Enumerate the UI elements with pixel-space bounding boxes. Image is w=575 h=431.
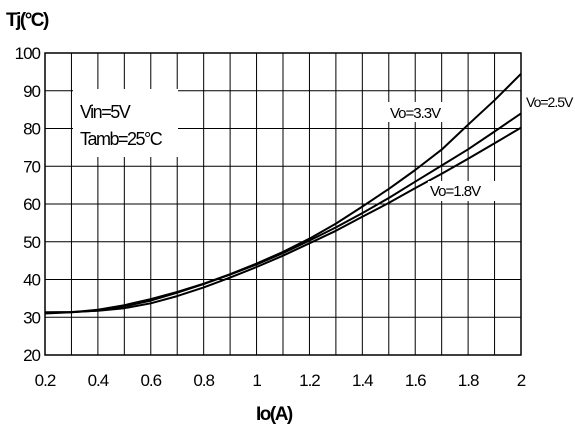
x-axis-title: Io(A) (256, 404, 293, 425)
y-tick-label: 50 (23, 233, 40, 252)
series-label-vo18: Vo=1.8V (430, 183, 481, 200)
y-tick-label: 20 (23, 346, 40, 365)
series-line-1 (44, 112, 522, 314)
series-lines (44, 73, 522, 315)
y-tick-label: 70 (23, 157, 40, 176)
plot-frame (44, 52, 522, 356)
y-tick-label: 100 (15, 44, 41, 63)
series-label-bg-vo25 (525, 93, 575, 111)
x-tick-label: 0.6 (140, 371, 161, 390)
x-tick-label: 2 (517, 371, 526, 390)
y-tick-label: 30 (23, 308, 40, 327)
series-label-bg-vo18 (428, 181, 496, 201)
series-line-2 (44, 126, 522, 314)
y-axis-title: Tj(°C) (6, 10, 49, 31)
y-tick-labels: 20 30 40 50 60 70 80 90 100 (15, 44, 42, 365)
y-tick-label: 40 (23, 271, 40, 290)
annotation-vin: Vin=5V (80, 102, 131, 122)
x-tick-labels: 0.2 0.4 0.6 0.8 1 1.2 1.4 1.6 1.8 2 (35, 371, 527, 390)
y-tick-label: 80 (23, 120, 40, 139)
y-tick-label: 60 (23, 195, 40, 214)
x-tick-label: 1.2 (299, 371, 320, 390)
series-label-bg-vo33 (388, 102, 458, 122)
x-tick-label: 1.6 (405, 371, 426, 390)
x-tick-label: 1.4 (352, 371, 373, 390)
plot-border (44, 52, 522, 356)
x-tick-label: 1 (252, 371, 261, 390)
x-tick-label: 0.2 (35, 371, 56, 390)
series-line-0 (44, 73, 522, 315)
annotation-box (73, 89, 178, 157)
series-label-vo25: Vo=2.5V (526, 94, 574, 110)
y-tick-label: 90 (23, 82, 40, 101)
series-label-vo33: Vo=3.3V (390, 105, 441, 122)
x-tick-label: 0.4 (88, 371, 109, 390)
x-tick-label: 0.8 (193, 371, 214, 390)
annotation-tamb: Tamb=25°C (80, 129, 163, 149)
x-tick-label: 1.8 (458, 371, 479, 390)
